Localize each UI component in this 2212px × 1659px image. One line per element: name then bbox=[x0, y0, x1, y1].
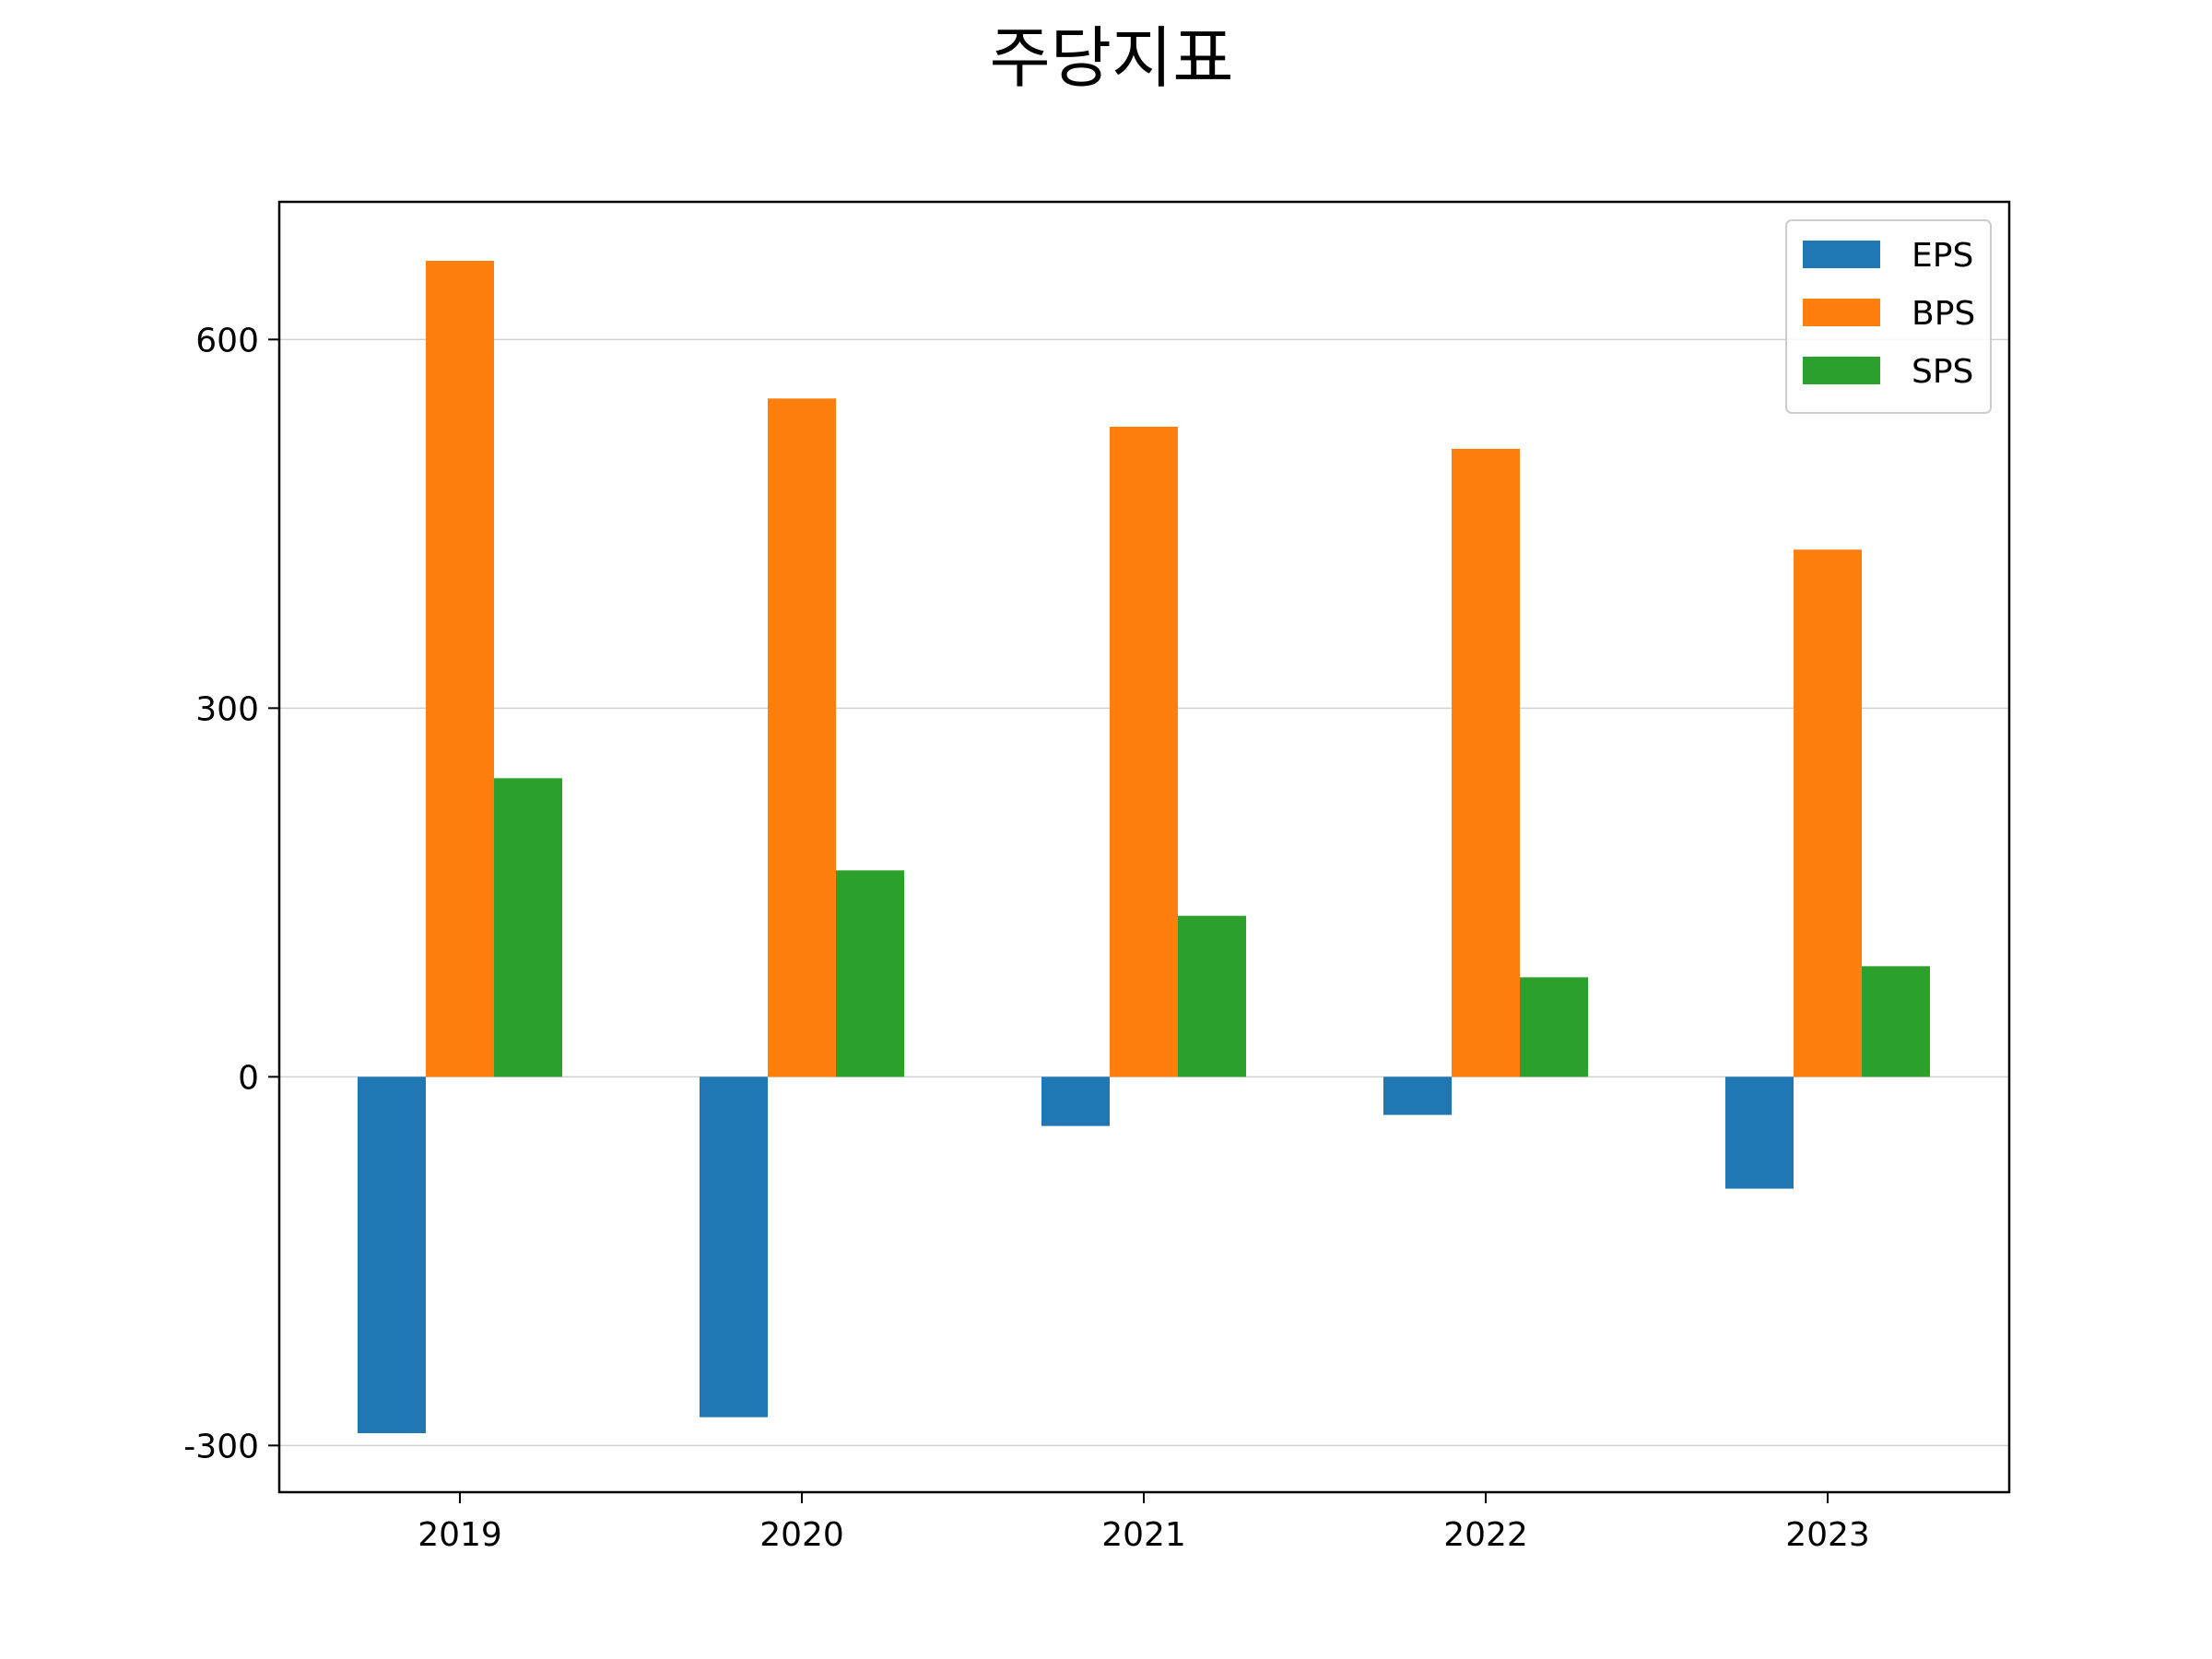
bar-bps-2021 bbox=[1110, 427, 1178, 1077]
legend-label-sps: SPS bbox=[1912, 353, 1973, 391]
bar-sps-2022 bbox=[1520, 977, 1588, 1077]
bar-sps-2020 bbox=[836, 870, 904, 1077]
y-tick-label: 600 bbox=[195, 322, 259, 359]
legend-swatch-bps bbox=[1803, 299, 1880, 326]
y-tick-label: -300 bbox=[183, 1428, 259, 1465]
bar-sps-2021 bbox=[1178, 915, 1246, 1077]
bar-eps-2020 bbox=[700, 1077, 768, 1418]
y-axis: -300 0 300 600 bbox=[183, 322, 279, 1465]
legend-swatch-eps bbox=[1803, 241, 1880, 268]
bar-eps-2022 bbox=[1383, 1077, 1452, 1115]
bar-bps-2022 bbox=[1452, 449, 1520, 1077]
legend-label-eps: EPS bbox=[1912, 237, 1973, 275]
legend-swatch-sps bbox=[1803, 357, 1880, 384]
x-axis: 2019 2020 2021 2022 2023 bbox=[418, 1492, 1870, 1554]
x-tick-label: 2019 bbox=[418, 1516, 502, 1554]
bar-eps-2021 bbox=[1041, 1077, 1110, 1126]
chart-title: 주당지표 bbox=[990, 19, 1234, 97]
x-tick-label: 2022 bbox=[1443, 1516, 1528, 1554]
x-tick-label: 2021 bbox=[1101, 1516, 1186, 1554]
bar-bps-2019 bbox=[426, 261, 494, 1077]
y-tick-label: 300 bbox=[195, 690, 259, 728]
bar-sps-2023 bbox=[1862, 966, 1930, 1077]
legend: EPS BPS SPS bbox=[1785, 219, 1992, 414]
bar-eps-2019 bbox=[358, 1077, 426, 1433]
bar-bps-2023 bbox=[1794, 549, 1862, 1077]
x-tick-label: 2020 bbox=[759, 1516, 844, 1554]
bar-bps-2020 bbox=[768, 398, 836, 1077]
legend-label-bps: BPS bbox=[1912, 295, 1975, 333]
y-tick-label: 0 bbox=[238, 1059, 259, 1097]
bar-eps-2023 bbox=[1725, 1077, 1794, 1189]
x-tick-label: 2023 bbox=[1785, 1516, 1870, 1554]
bars bbox=[358, 261, 1930, 1433]
bar-sps-2019 bbox=[494, 778, 562, 1077]
